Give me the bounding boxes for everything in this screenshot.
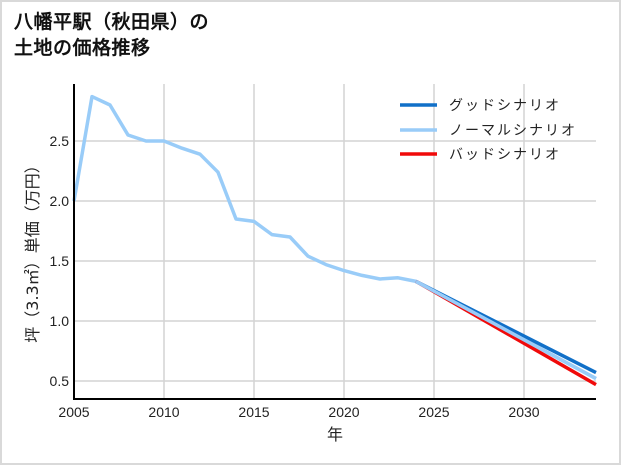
series-line bbox=[72, 94, 597, 381]
y-axis-ticks: 0.5 1.0 1.5 2.0 2.5 bbox=[50, 133, 70, 389]
y-tick-label: 0.5 bbox=[50, 373, 70, 389]
axes bbox=[73, 84, 596, 400]
legend-label: バッドシナリオ bbox=[449, 147, 561, 163]
x-tick-label: 2010 bbox=[148, 404, 179, 420]
y-axis-label: 坪（3.3㎡）単価（万円） bbox=[23, 157, 42, 342]
x-tick-label: 2030 bbox=[508, 404, 539, 420]
legend-label: グッドシナリオ bbox=[449, 98, 561, 114]
x-tick-label: 2015 bbox=[238, 404, 269, 420]
y-tick-label: 2.5 bbox=[50, 133, 70, 149]
legend-label: ノーマルシナリオ bbox=[449, 123, 577, 139]
chart-title: 八幡平駅（秋田県）の 土地の価格推移 bbox=[14, 11, 210, 59]
y-tick-label: 1.0 bbox=[50, 313, 70, 329]
y-tick-label: 2.0 bbox=[50, 193, 70, 209]
x-tick-label: 2005 bbox=[58, 404, 89, 420]
y-tick-label: 1.5 bbox=[50, 253, 70, 269]
grid-lines bbox=[74, 84, 596, 399]
x-axis-label: 年 bbox=[327, 425, 343, 444]
x-tick-label: 2020 bbox=[328, 404, 359, 420]
series-line bbox=[415, 279, 597, 381]
x-tick-label: 2025 bbox=[418, 404, 449, 420]
x-axis-ticks: 2005 2010 2015 2020 2025 2030 bbox=[58, 404, 539, 420]
series-lines bbox=[72, 94, 597, 387]
